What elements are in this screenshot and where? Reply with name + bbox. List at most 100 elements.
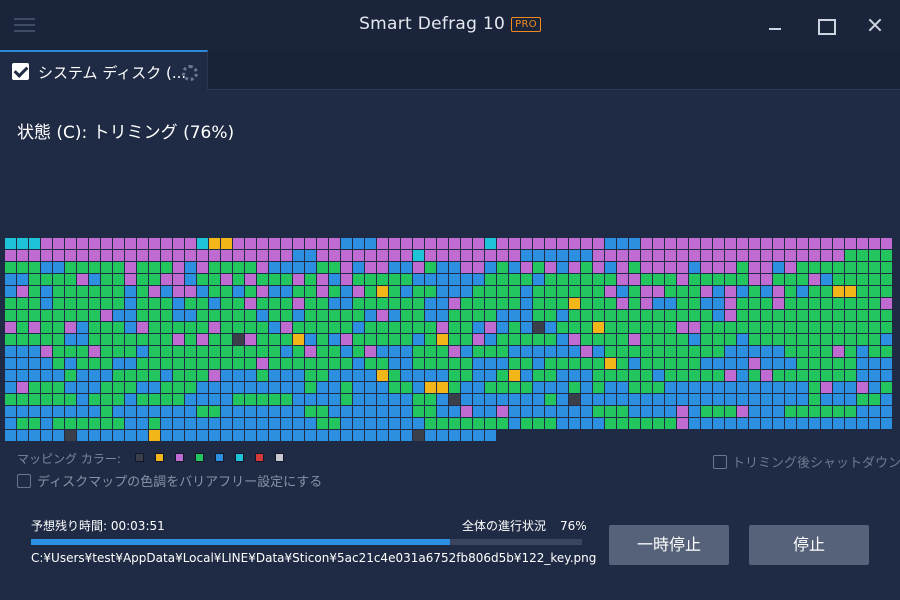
disk-block <box>5 358 16 369</box>
disk-block <box>557 274 568 285</box>
disk-block <box>89 358 100 369</box>
overall-progress: 全体の進行状況 76% <box>462 517 587 534</box>
disk-block <box>5 238 16 249</box>
disk-block <box>797 310 808 321</box>
disk-block <box>29 418 40 429</box>
disk-block <box>233 286 244 297</box>
disk-block <box>797 262 808 273</box>
disk-block <box>41 298 52 309</box>
disk-block <box>257 322 268 333</box>
accessible-colors-option[interactable]: ディスクマップの色調をバリアフリー設定にする <box>17 471 322 490</box>
disk-block <box>845 298 856 309</box>
disk-block <box>137 418 148 429</box>
disk-block <box>329 430 340 441</box>
disk-block <box>593 274 604 285</box>
disk-block <box>881 382 892 393</box>
disk-block <box>41 406 52 417</box>
disk-block <box>113 406 124 417</box>
disk-block <box>149 382 160 393</box>
pause-button[interactable]: 一時停止 <box>609 525 729 565</box>
disk-block <box>701 262 712 273</box>
disk-block <box>353 286 364 297</box>
disk-block <box>665 262 676 273</box>
disk-block <box>257 298 268 309</box>
disk-block <box>461 418 472 429</box>
disk-block <box>365 382 376 393</box>
disk-block <box>821 274 832 285</box>
disk-block <box>857 250 868 261</box>
disk-block <box>113 286 124 297</box>
disk-block <box>809 262 820 273</box>
disk-block <box>353 262 364 273</box>
disk-block <box>557 370 568 381</box>
maximize-icon[interactable] <box>812 12 838 38</box>
disk-block <box>233 406 244 417</box>
disk-block <box>641 238 652 249</box>
disk-block <box>101 334 112 345</box>
checkbox-checked-icon[interactable] <box>12 63 29 80</box>
disk-block <box>881 418 892 429</box>
hamburger-menu-icon[interactable] <box>12 14 38 36</box>
disk-block <box>233 370 244 381</box>
disk-block <box>737 310 748 321</box>
disk-block <box>617 262 628 273</box>
disk-block <box>821 346 832 357</box>
checkbox-unchecked-icon[interactable] <box>17 474 31 488</box>
disk-block <box>269 286 280 297</box>
disk-block <box>761 310 772 321</box>
stop-button[interactable]: 停止 <box>749 525 869 565</box>
disk-block <box>161 346 172 357</box>
disk-block <box>713 406 724 417</box>
disk-block <box>401 406 412 417</box>
disk-block <box>389 418 400 429</box>
disk-block <box>641 358 652 369</box>
disk-block <box>605 382 616 393</box>
disk-block <box>137 286 148 297</box>
disk-block <box>569 238 580 249</box>
disk-block <box>125 418 136 429</box>
shutdown-after-trim-option[interactable]: トリミング後シャットダウン <box>713 452 900 471</box>
disk-block <box>533 262 544 273</box>
disk-block <box>737 334 748 345</box>
accessible-colors-label: ディスクマップの色調をバリアフリー設定にする <box>37 475 323 490</box>
disk-block <box>41 310 52 321</box>
disk-block <box>641 250 652 261</box>
disk-block <box>449 310 460 321</box>
disk-block <box>797 286 808 297</box>
disk-block <box>665 406 676 417</box>
disk-block <box>845 334 856 345</box>
disk-block <box>245 298 256 309</box>
disk-block <box>725 418 736 429</box>
disk-block <box>413 262 424 273</box>
disk-block <box>317 358 328 369</box>
disk-block <box>53 382 64 393</box>
disk-block <box>317 418 328 429</box>
disk-block <box>641 418 652 429</box>
tab-system-disk[interactable]: システム ディスク (... <box>0 50 208 90</box>
disk-block <box>701 298 712 309</box>
disk-block <box>77 406 88 417</box>
disk-block <box>641 346 652 357</box>
disk-block <box>641 394 652 405</box>
disk-block <box>329 382 340 393</box>
disk-block <box>377 322 388 333</box>
disk-block <box>257 382 268 393</box>
disk-block <box>341 382 352 393</box>
disk-block <box>785 394 796 405</box>
disk-block <box>137 406 148 417</box>
checkbox-unchecked-icon[interactable] <box>713 455 727 469</box>
disk-block <box>185 358 196 369</box>
disk-block <box>509 322 520 333</box>
disk-block <box>233 334 244 345</box>
disk-block <box>881 358 892 369</box>
disk-block <box>221 358 232 369</box>
disk-block <box>137 238 148 249</box>
disk-block <box>605 346 616 357</box>
close-icon[interactable] <box>862 12 888 38</box>
disk-block <box>293 346 304 357</box>
disk-block <box>485 238 496 249</box>
minimize-icon[interactable] <box>762 12 788 38</box>
disk-block <box>209 358 220 369</box>
disk-block <box>629 238 640 249</box>
disk-block <box>497 406 508 417</box>
